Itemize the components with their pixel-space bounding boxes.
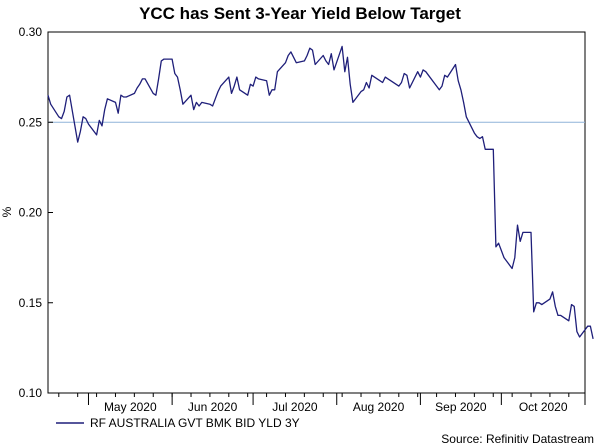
series-line bbox=[47, 45, 594, 340]
x-tick-label: Jun 2020 bbox=[188, 400, 238, 414]
plot-area bbox=[47, 31, 586, 394]
x-tick-label: Aug 2020 bbox=[353, 400, 405, 414]
source-note: Source: Refinitiv Datastream bbox=[441, 432, 594, 446]
x-axis: May 2020 Jun 2020 Jul 2020 Aug 2020 Sep 2020… bbox=[58, 393, 586, 414]
y-tick-label: 0.20 bbox=[19, 206, 43, 220]
y-tick-label: 0.30 bbox=[19, 25, 43, 39]
legend: RF AUSTRALIA GVT BMK BID YLD 3Y bbox=[56, 416, 300, 430]
y-tick-label: 0.15 bbox=[19, 296, 43, 310]
y-tick-label: 0.10 bbox=[19, 386, 43, 400]
series-layer bbox=[47, 45, 594, 340]
x-tick-label: May 2020 bbox=[104, 400, 157, 414]
y-tick-label: 0.25 bbox=[19, 115, 43, 129]
x-tick-label: Sep 2020 bbox=[435, 400, 487, 414]
y-axis-label: % bbox=[0, 206, 14, 217]
chart-title: YCC has Sent 3-Year Yield Below Target bbox=[139, 4, 461, 23]
legend-label: RF AUSTRALIA GVT BMK BID YLD 3Y bbox=[90, 416, 300, 430]
x-tick-label: Oct 2020 bbox=[519, 400, 568, 414]
x-tick-label: Jul 2020 bbox=[272, 400, 318, 414]
y-axis: 0.10 0.15 0.20 0.25 0.30 bbox=[19, 25, 53, 400]
